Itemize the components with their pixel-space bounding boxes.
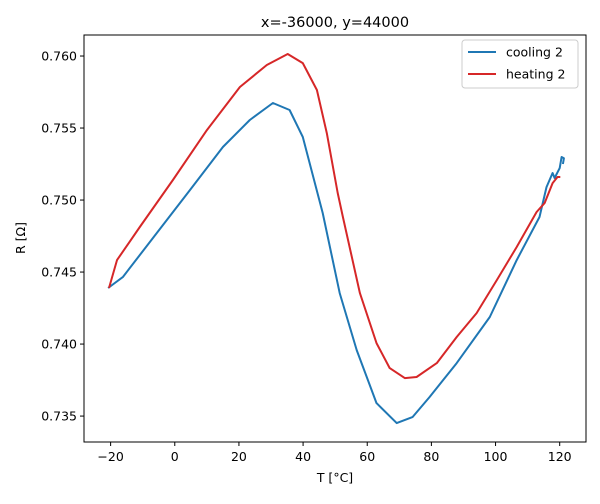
x-tick-label: 60	[359, 449, 375, 464]
x-tick-label: 0	[171, 449, 179, 464]
x-tick-label: 80	[423, 449, 439, 464]
axes-frame	[83, 34, 587, 443]
x-tick-label: 120	[548, 449, 572, 464]
y-tick-label: 0.755	[41, 121, 77, 136]
x-tick-label: −20	[97, 449, 123, 464]
y-tick-label: 0.760	[41, 49, 77, 64]
legend: cooling 2 heating 2	[461, 39, 579, 89]
y-axis-label: R [Ω]	[13, 222, 28, 254]
series-line-heating-2	[108, 53, 561, 380]
x-axis: −20 0 20 40 60 80 100 120	[97, 442, 572, 464]
x-tick-label: 40	[295, 449, 311, 464]
legend-label-cooling-2: cooling 2	[506, 45, 563, 60]
y-tick-label: 0.745	[41, 265, 77, 280]
y-tick-label: 0.740	[41, 337, 77, 352]
plot-area	[107, 53, 565, 425]
x-axis-label: T [°C]	[316, 470, 353, 485]
x-tick-label: 20	[231, 449, 247, 464]
chart-title: x=-36000, y=44000	[261, 15, 409, 31]
legend-label-heating-2: heating 2	[506, 67, 565, 82]
y-axis: 0.735 0.740 0.745 0.750 0.755 0.760	[41, 49, 84, 424]
series-line-cooling-2	[107, 102, 565, 425]
y-tick-label: 0.735	[41, 409, 77, 424]
x-tick-label: 100	[484, 449, 508, 464]
y-tick-label: 0.750	[41, 193, 77, 208]
